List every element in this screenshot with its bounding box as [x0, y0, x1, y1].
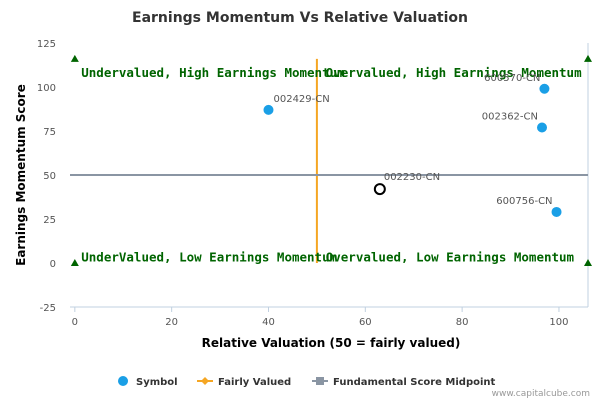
corner-triangle-marker	[70, 259, 79, 266]
highlighted-point	[373, 183, 386, 196]
quadrant-label: Overvalued, High Earnings Momentum	[326, 65, 582, 80]
y-tick-label: 125	[37, 39, 56, 50]
y-axis-label: Earnings Momentum Score	[14, 84, 28, 266]
x-tick-label: 20	[165, 317, 178, 328]
data-point-label: 600570-CN	[484, 73, 540, 84]
data-point	[539, 83, 550, 94]
highlighted-point-label: 002230-CN	[384, 172, 440, 183]
legend: Symbol Fairly Valued Fundamental Score Mid…	[118, 376, 496, 388]
corner-triangle-marker	[70, 54, 79, 62]
legend-label: Fairly Valued	[218, 377, 291, 388]
quadrant-label: Overvalued, Low Earnings Momentum	[326, 250, 575, 265]
data-point-label: 600756-CN	[496, 196, 552, 207]
y-tick-label: -25	[40, 303, 56, 314]
x-tick-label: 80	[456, 317, 469, 328]
legend-square-icon	[316, 377, 324, 385]
legend-diamond-icon	[201, 377, 209, 385]
legend-symbol-marker	[118, 376, 128, 386]
data-point	[551, 206, 562, 217]
data-point-label: 002362-CN	[482, 111, 538, 122]
data-point-label: 002429-CN	[273, 94, 329, 105]
y-tick-label: 0	[50, 259, 56, 270]
y-tick-label: 50	[43, 171, 56, 182]
x-tick-label: 60	[359, 317, 372, 328]
legend-label: Fundamental Score Midpoint	[333, 377, 496, 388]
x-tick-label: 0	[72, 317, 78, 328]
y-tick-label: 100	[37, 83, 56, 94]
legend-label: Symbol	[136, 377, 178, 388]
y-tick-label: 75	[43, 127, 56, 138]
quadrant-label: UnderValued, Low Earnings Momentum	[81, 250, 337, 265]
corner-triangle-marker	[584, 259, 592, 266]
data-point	[537, 122, 548, 133]
plot-area: 0 20 40 60 80 100 -25 0 25 50 75 100 125 Undervalued,…	[37, 39, 592, 328]
chart-title: Earnings Momentum Vs Relative Valuation	[132, 10, 468, 26]
quadrant-label: Undervalued, High Earnings Momentum	[81, 65, 345, 80]
y-tick-label: 25	[43, 215, 56, 226]
credit-text: www.capitalcube.com	[492, 389, 590, 399]
corner-triangle-marker	[584, 54, 592, 62]
x-axis-label: Relative Valuation (50 = fairly valued)	[202, 336, 461, 350]
data-point	[263, 104, 274, 115]
x-tick-label: 40	[262, 317, 275, 328]
x-tick-label: 100	[549, 317, 568, 328]
